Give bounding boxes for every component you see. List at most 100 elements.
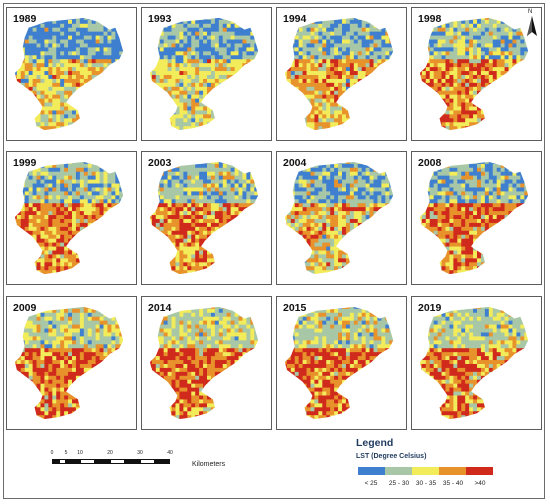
lst-cell bbox=[20, 222, 26, 228]
lst-cell bbox=[187, 234, 192, 240]
lst-cell bbox=[381, 23, 386, 29]
lst-cell bbox=[24, 250, 30, 255]
lst-cell bbox=[179, 215, 184, 220]
lst-cell bbox=[115, 163, 120, 169]
lst-cell bbox=[195, 130, 200, 131]
lst-cell bbox=[151, 114, 157, 119]
lst-cell bbox=[115, 106, 120, 111]
lst-cell bbox=[377, 55, 382, 60]
lst-cell bbox=[230, 90, 235, 96]
lst-cell bbox=[56, 126, 61, 131]
lst-cell bbox=[310, 78, 315, 84]
lst-cell bbox=[171, 191, 176, 196]
lst-cell bbox=[16, 63, 22, 68]
lst-cell bbox=[163, 86, 168, 92]
lst-cell bbox=[345, 74, 351, 80]
lst-cell bbox=[64, 161, 69, 165]
lst-cell bbox=[520, 78, 525, 84]
lst-cell bbox=[385, 126, 390, 131]
lst-cell bbox=[36, 130, 41, 131]
lst-cell bbox=[111, 55, 116, 60]
lst-cell bbox=[64, 102, 69, 107]
lst-cell bbox=[445, 55, 450, 60]
lst-cell bbox=[480, 118, 486, 123]
lst-cell bbox=[151, 179, 157, 184]
lst-cell bbox=[516, 82, 521, 88]
lst-cell bbox=[56, 118, 61, 123]
lst-cell bbox=[476, 63, 482, 68]
lst-cell bbox=[234, 179, 239, 184]
lst-cell bbox=[345, 27, 351, 33]
lst-cell bbox=[123, 59, 124, 64]
lst-cell bbox=[52, 203, 57, 208]
lst-cell bbox=[44, 218, 49, 224]
lst-cell bbox=[419, 71, 423, 76]
lst-cell bbox=[449, 106, 454, 111]
lst-cell bbox=[254, 122, 259, 127]
lst-cell bbox=[107, 258, 112, 263]
lst-cell bbox=[28, 82, 33, 88]
lst-cell bbox=[44, 47, 49, 52]
lst-cell bbox=[496, 35, 502, 40]
lst-cell bbox=[473, 82, 478, 88]
lst-cell bbox=[318, 47, 323, 52]
lst-cell bbox=[326, 17, 331, 21]
lst-cell bbox=[149, 86, 153, 92]
lst-cell bbox=[512, 86, 517, 92]
lst-cell bbox=[508, 71, 513, 76]
lst-cell bbox=[473, 102, 478, 107]
lst-cell bbox=[155, 35, 161, 40]
lst-cell bbox=[103, 226, 108, 232]
lst-cell bbox=[99, 195, 104, 200]
lst-cell bbox=[119, 74, 124, 80]
lst-cell bbox=[87, 175, 93, 180]
lst-cell bbox=[214, 238, 220, 244]
lst-cell bbox=[14, 130, 18, 131]
lst-cell bbox=[210, 59, 216, 64]
lst-cell bbox=[210, 63, 216, 68]
lst-cell bbox=[357, 90, 363, 96]
lst-cell bbox=[123, 250, 124, 255]
lst-cell bbox=[365, 63, 370, 68]
lst-cell bbox=[318, 35, 323, 40]
lst-cell bbox=[83, 43, 89, 48]
lst-cell bbox=[95, 270, 100, 275]
lst-cell bbox=[338, 47, 343, 52]
lst-cell bbox=[242, 39, 247, 44]
lst-cell bbox=[60, 126, 65, 131]
lst-cell bbox=[203, 98, 208, 103]
lst-cell bbox=[56, 163, 61, 169]
lst-cell bbox=[357, 63, 363, 68]
lst-cell bbox=[330, 74, 335, 80]
lst-cell bbox=[528, 103, 532, 107]
lst-cell bbox=[445, 114, 450, 119]
lst-cell bbox=[87, 31, 93, 36]
lst-cell bbox=[191, 183, 196, 188]
lst-cell bbox=[226, 86, 232, 92]
lst-cell bbox=[238, 167, 243, 173]
lst-cell bbox=[75, 218, 81, 224]
lst-cell bbox=[44, 78, 49, 84]
lst-cell bbox=[314, 51, 319, 56]
lst-cell bbox=[103, 98, 108, 103]
lst-cell bbox=[298, 39, 303, 44]
lst-cell bbox=[71, 98, 77, 103]
lst-cell bbox=[385, 43, 390, 48]
lst-cell bbox=[341, 82, 347, 88]
lst-cell bbox=[258, 203, 262, 207]
lst-cell bbox=[369, 74, 374, 80]
lst-cell bbox=[353, 82, 359, 88]
lst-cell bbox=[191, 222, 196, 228]
lst-cell bbox=[107, 175, 112, 180]
lst-cell bbox=[83, 195, 89, 200]
lst-cell bbox=[44, 179, 49, 184]
lst-cell bbox=[83, 31, 89, 36]
lst-cell bbox=[345, 59, 351, 64]
lst-cell bbox=[107, 110, 112, 115]
lst-cell bbox=[14, 114, 18, 119]
lst-cell bbox=[500, 35, 505, 40]
lst-cell bbox=[330, 51, 335, 56]
lst-cell bbox=[210, 183, 216, 188]
lst-cell bbox=[183, 98, 188, 103]
lst-cell bbox=[91, 266, 97, 271]
